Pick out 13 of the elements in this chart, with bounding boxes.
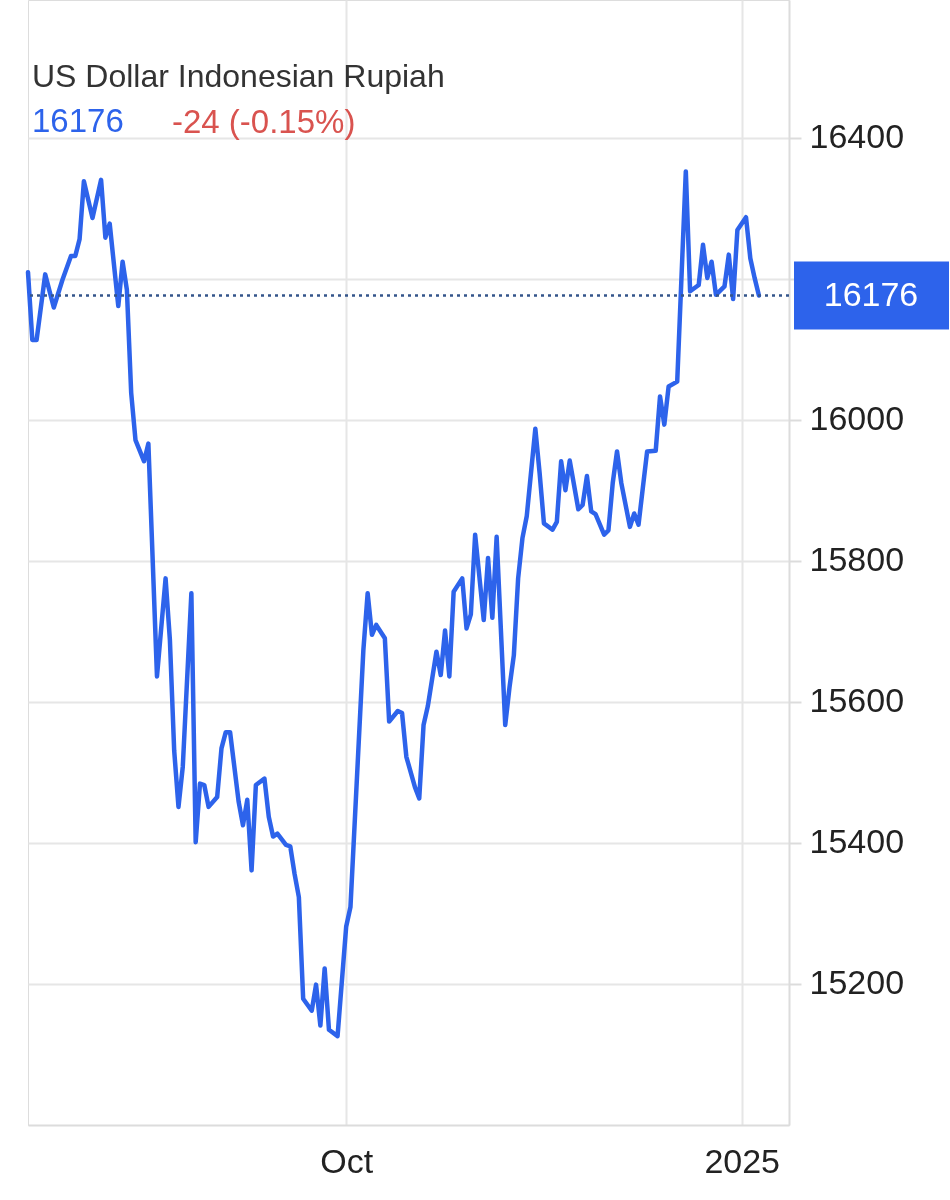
y-tick-label: 15200	[809, 963, 905, 1002]
y-tick-label: 15400	[809, 822, 905, 861]
ref-line-label: 16176	[823, 274, 919, 313]
y-tick-label: 16400	[809, 117, 905, 156]
x-tick-label: 2025	[704, 1141, 781, 1180]
x-tick-label: Oct	[320, 1141, 374, 1180]
text: 16176	[32, 102, 124, 139]
y-tick-label: 15800	[809, 540, 905, 579]
y-tick-label: 16000	[809, 399, 905, 438]
y-tick-label: 15600	[809, 681, 905, 720]
line-series	[25, 169, 762, 1039]
text: US Dollar Indonesian Rupiah	[32, 58, 445, 94]
annotation: -24 (-0.15%)	[172, 103, 356, 140]
